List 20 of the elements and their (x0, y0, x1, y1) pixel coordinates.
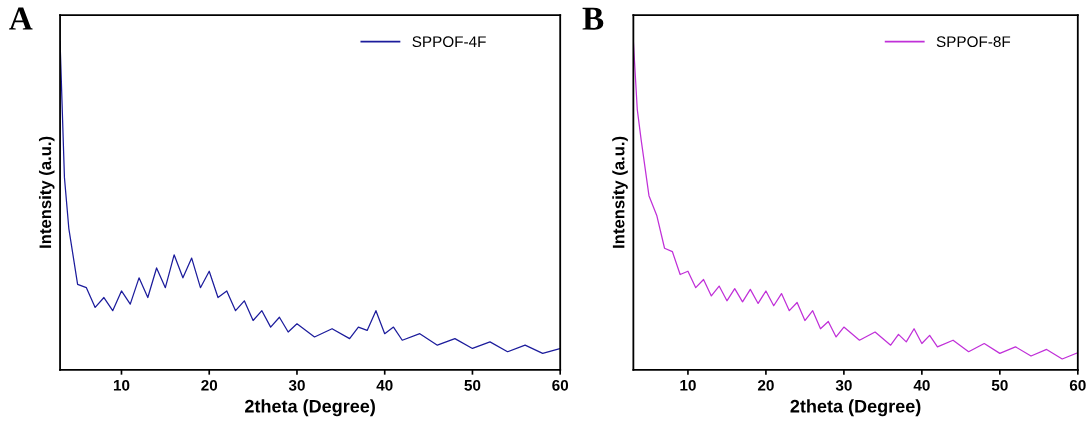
x-tick-label: 20 (201, 379, 218, 391)
x-tick-label: 20 (757, 379, 774, 391)
x-tick-label: 60 (552, 379, 569, 391)
y-axis-title: Intensity (a.u.) (38, 136, 55, 248)
x-tick-label: 50 (464, 379, 481, 391)
chart-title: A (9, 7, 33, 30)
y-axis-title: Intensity (a.u.) (612, 136, 628, 248)
x-tick-label: 50 (991, 379, 1008, 391)
x-tick-label: 40 (376, 379, 393, 391)
x-tick-label: 10 (113, 379, 130, 391)
x-tick-label: 40 (913, 379, 930, 391)
chart-title: B (582, 7, 604, 30)
legend-label: SPPOF-4F (412, 36, 486, 48)
x-axis-title: 2theta (Degree) (790, 399, 921, 417)
x-tick-label: 30 (288, 379, 305, 391)
legend-label: SPPOF-8F (936, 36, 1011, 48)
x-tick-label: 60 (1069, 379, 1086, 391)
x-axis-title: 2theta (Degree) (245, 399, 375, 417)
x-tick-label: 30 (835, 379, 852, 391)
x-tick-label: 10 (680, 379, 696, 391)
